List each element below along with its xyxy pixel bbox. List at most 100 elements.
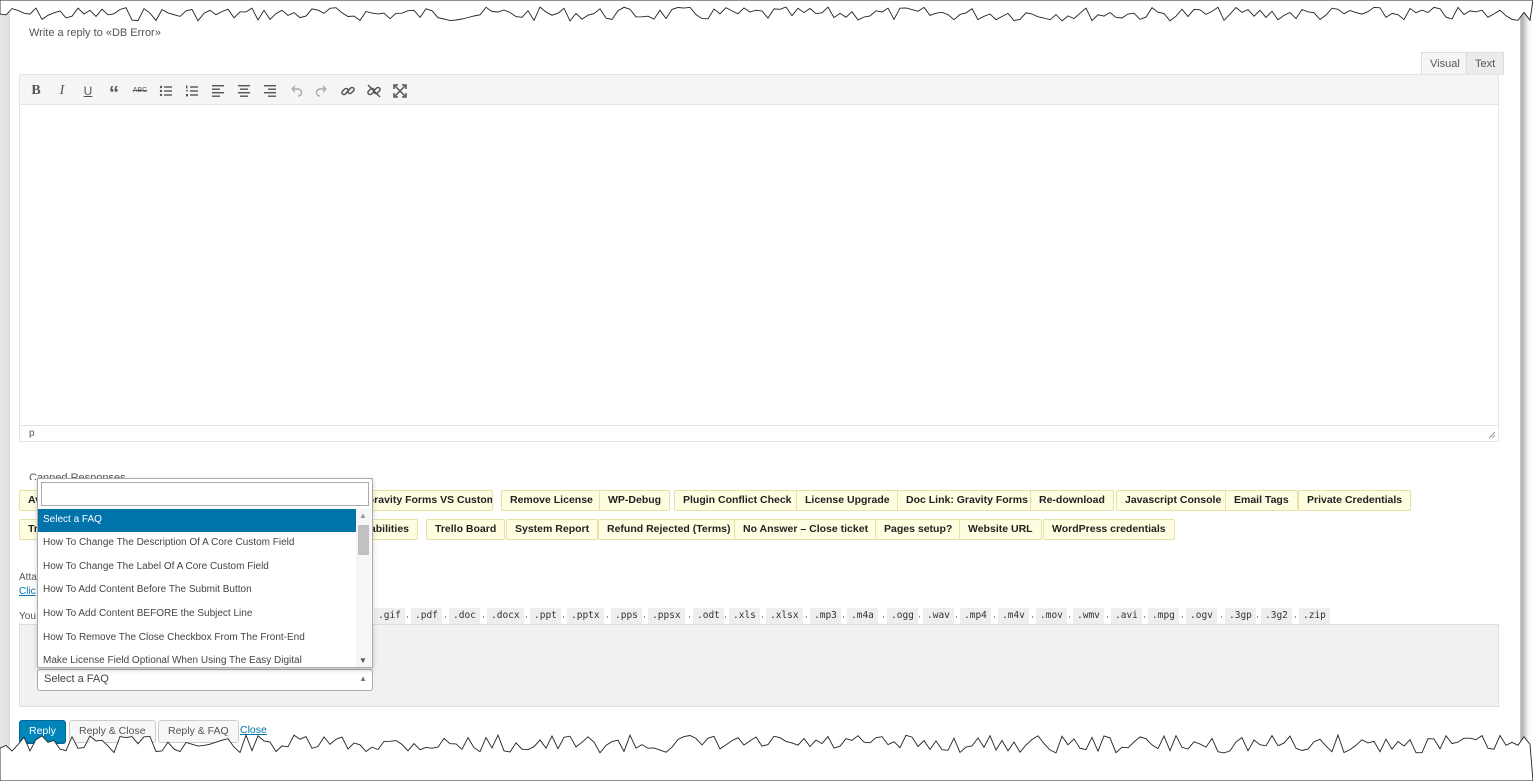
faq-search-input[interactable] [41,482,369,506]
extension-separator: , [1106,609,1109,620]
faq-option[interactable]: How To Add Content Before The Submit But… [43,584,252,595]
canned-response-chip[interactable]: Remove License [501,490,602,511]
faq-select-value: Select a FAQ [44,673,109,685]
canned-response-chip[interactable]: No Answer – Close ticket [734,519,878,540]
tab-text[interactable]: Text [1466,52,1505,75]
extension-separator: , [1294,609,1297,620]
attachments-label: Atta [19,572,37,583]
reply-title: Write a reply to «DB Error» [29,27,161,39]
align-left-icon[interactable] [207,81,229,101]
canned-response-chip[interactable]: Gravity Forms VS Custom Fields [365,490,493,511]
canned-response-chip[interactable]: License Upgrade [796,490,899,511]
bullet-list-icon[interactable] [155,81,177,101]
canned-response-chip[interactable]: Website URL [959,519,1042,540]
extension-separator: , [1143,609,1146,620]
faq-scrollbar[interactable]: ▲ ▼ [356,509,371,667]
numbered-list-icon[interactable] [181,81,203,101]
faq-select[interactable]: Select a FAQ ▲ [37,669,373,691]
canned-response-chip[interactable]: Av [19,490,39,511]
resize-handle-icon[interactable] [1488,431,1496,439]
canned-response-chip[interactable]: System Report [506,519,599,540]
file-extension-tag: .wmv [1073,608,1104,624]
scroll-up-icon[interactable]: ▲ [359,511,367,520]
extension-separator: , [1220,609,1223,620]
extension-separator: , [406,609,409,620]
extension-separator: , [525,609,528,620]
faq-option[interactable]: How To Remove The Close Checkbox From Th… [43,632,305,643]
underline-icon[interactable]: U [83,84,93,98]
faq-option[interactable]: How To Change The Label Of A Core Custom… [43,561,269,572]
align-right-icon[interactable] [259,81,281,101]
extension-separator: , [688,609,691,620]
element-path[interactable]: p [29,428,35,439]
extension-separator: , [993,609,996,620]
file-extension-tag: .gif [374,608,405,624]
faq-option[interactable]: How To Change The Description Of A Core … [43,537,295,548]
canned-response-chip[interactable]: Doc Link: Gravity Forms [897,490,1037,511]
extension-separator: , [562,609,565,620]
extension-separator: , [1068,609,1071,620]
file-extension-tag: .3g2 [1261,608,1292,624]
file-extension-tag: .mov [1036,608,1067,624]
canned-response-chip[interactable]: Private Credentials [1298,490,1412,511]
faq-option[interactable]: Select a FAQ [38,509,356,532]
scrollbar-thumb[interactable] [358,525,369,555]
file-extension-tag: .ppt [530,608,561,624]
file-extension-tag: .avi [1111,608,1142,624]
faq-option[interactable]: How To Add Content BEFORE the Subject Li… [43,608,253,619]
extension-separator: , [482,609,485,620]
fullscreen-icon[interactable] [389,81,411,101]
undo-icon[interactable] [285,81,307,101]
canned-response-chip[interactable]: Re-download [1030,490,1114,511]
file-extension-tag: .docx [487,608,524,624]
file-extension-tag: .ogv [1186,608,1217,624]
scroll-down-icon[interactable]: ▼ [359,656,367,665]
canned-response-chip[interactable]: Plugin Conflict Check [674,490,801,511]
extension-separator: , [1031,609,1034,620]
canned-response-chip-label: Gravity Forms VS Custom Fields [366,494,493,506]
reply-editor[interactable]: B I U “ ABC [19,74,1499,442]
close-ticket-link[interactable]: Close [240,724,267,736]
editor-status-bar: p [20,425,1498,441]
canned-response-chip[interactable]: Tr [19,519,39,540]
align-center-icon[interactable] [233,81,255,101]
faq-option[interactable]: Make License Field Optional When Using T… [43,655,302,666]
file-extension-tag: .pdf [411,608,442,624]
strikethrough-icon[interactable]: ABC [132,87,148,94]
redo-icon[interactable] [311,81,333,101]
faq-dropdown: Select a FAQ How To Change The Descripti… [37,478,373,668]
italic-icon[interactable]: I [59,83,65,98]
extension-separator: , [955,609,958,620]
reply-button[interactable]: Reply [19,720,66,743]
file-extension-tag: .odt [693,608,724,624]
canned-response-chip[interactable]: Refund Rejected (Terms) [598,519,740,540]
attachments-link[interactable]: Clic [19,586,36,597]
bold-icon[interactable]: B [31,83,41,98]
extension-separator: , [606,609,609,620]
file-extension-tag: .ogg [887,608,918,624]
torn-edge-bottom [0,733,1533,781]
faq-option-list: Select a FAQ How To Change The Descripti… [38,509,356,667]
reply-and-faq-button[interactable]: Reply & FAQ [158,720,239,743]
extension-separator: , [1181,609,1184,620]
file-extension-tag: .pptx [567,608,604,624]
blockquote-icon[interactable]: “ [109,83,119,105]
extension-separator: , [724,609,727,620]
canned-response-chip[interactable]: Pages setup? [875,519,962,540]
link-icon[interactable] [337,81,359,101]
canned-response-chip[interactable]: Trello Board [426,519,506,540]
file-extension-tag: .mp4 [960,608,991,624]
file-extension-tag: .3gp [1225,608,1256,624]
extension-separator: , [643,609,646,620]
page-side-strip [0,0,9,768]
file-extension-tag: .wav [923,608,954,624]
canned-response-chip[interactable]: Email Tags [1225,490,1298,511]
canned-response-chip[interactable]: Javascript Console [1116,490,1231,511]
unlink-icon[interactable] [363,81,385,101]
tab-visual[interactable]: Visual [1421,52,1469,75]
canned-response-chip[interactable]: WordPress credentials [1043,519,1175,540]
file-extension-tag: .pps [611,608,642,624]
editor-toolbar: B I U “ ABC [20,75,1498,105]
file-extension-tag: .mpg [1148,608,1179,624]
canned-response-chip[interactable]: WP-Debug [599,490,671,511]
